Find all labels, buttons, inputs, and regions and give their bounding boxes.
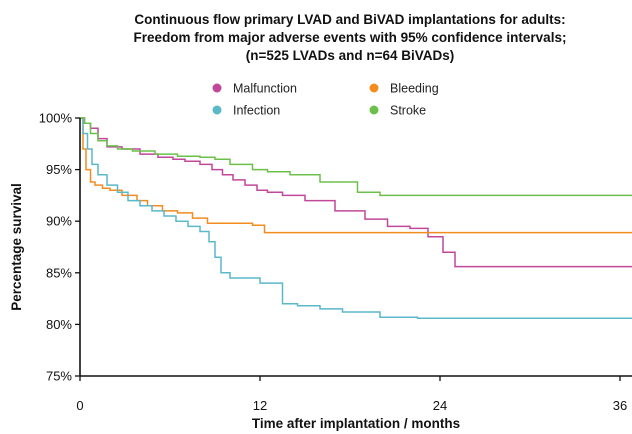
series-line-bleeding <box>80 117 632 234</box>
legend-marker-infection <box>212 105 222 115</box>
series-line-malfunction <box>80 117 632 268</box>
y-tick-label: 90% <box>46 214 72 229</box>
y-tick-label: 95% <box>46 162 72 177</box>
legend-label-stroke: Stroke <box>390 104 426 118</box>
legend-label-bleeding: Bleeding <box>390 82 439 96</box>
chart-title-line-1: Continuous flow primary LVAD and BiVAD i… <box>134 12 565 27</box>
x-ticks: 0 12 24 36 <box>76 376 627 413</box>
x-tick-label: 24 <box>433 398 447 413</box>
legend-marker-stroke <box>369 105 379 115</box>
legend-marker-malfunction <box>212 83 222 93</box>
legend: Malfunction Bleeding Infection Stroke <box>212 82 439 118</box>
x-tick-label: 36 <box>613 398 627 413</box>
chart-title-line-3: (n=525 LVADs and n=64 BiVADs) <box>246 48 455 63</box>
y-tick-label: 75% <box>46 369 72 384</box>
legend-label-infection: Infection <box>233 104 280 118</box>
series-layer <box>80 117 632 319</box>
y-tick-label: 100% <box>39 111 73 126</box>
series-line-stroke <box>80 117 632 197</box>
legend-label-malfunction: Malfunction <box>233 82 297 96</box>
y-ticks: 75% 80% 85% 90% 95% 100% <box>39 111 80 384</box>
y-tick-label: 85% <box>46 265 72 280</box>
legend-marker-bleeding <box>369 83 379 93</box>
chart-title-line-2: Freedom from major adverse events with 9… <box>134 30 567 45</box>
y-tick-label: 80% <box>46 317 72 332</box>
y-axis-title: Percentage survival <box>9 183 24 311</box>
chart-title: Continuous flow primary LVAD and BiVAD i… <box>134 12 567 63</box>
x-tick-label: 12 <box>253 398 267 413</box>
x-tick-label: 0 <box>76 398 83 413</box>
x-axis-title: Time after implantation / months <box>252 416 460 431</box>
series-line-infection <box>80 117 632 319</box>
